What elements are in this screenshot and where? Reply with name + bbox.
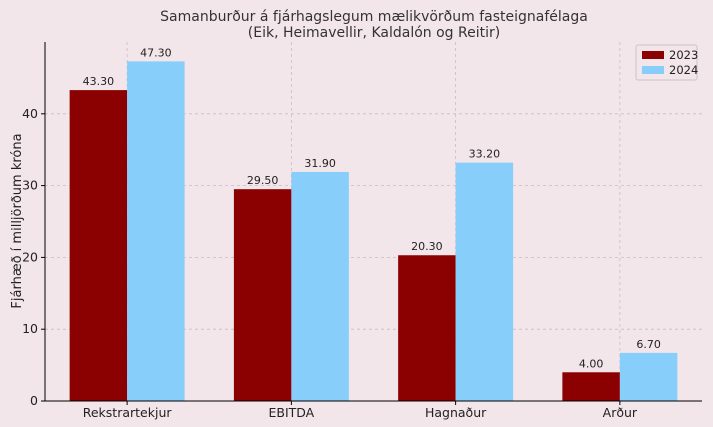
y-tick-label: 20 [22, 249, 38, 264]
bar-2023-Hagnaður [398, 255, 456, 401]
bar-value-label: 4.00 [579, 357, 604, 370]
x-tick-label: Hagnaður [425, 405, 487, 420]
y-tick-label: 10 [22, 321, 38, 336]
bar-2023-Rekstrartekjur [69, 90, 128, 401]
bar-2023-EBITDA [233, 189, 292, 401]
x-tick-label: Arður [603, 405, 638, 420]
bar-value-label: 47.30 [140, 46, 172, 59]
bar-value-label: 6.70 [636, 338, 661, 351]
bar-value-label: 20.30 [411, 240, 443, 253]
bars: 43.30 29.50 20.30 4.00 47.30 31.90 33.20 6.70 [69, 46, 678, 402]
legend-label-2024: 2024 [669, 63, 698, 77]
chart-title: Samanburður á fjárhagslegum mælikvörðum … [160, 9, 588, 25]
y-tick-label: 0 [30, 393, 38, 408]
bar-value-label: 33.20 [469, 148, 501, 161]
y-tick-label: 30 [22, 178, 38, 193]
legend-swatch-2023 [642, 51, 664, 59]
bar-2024-EBITDA [291, 171, 349, 401]
axes: 0 10 20 30 40 Rekstrartekjur EBITDA Hagnaður Arð… [22, 42, 702, 420]
bar-2024-Hagnaður [455, 162, 514, 401]
bar-value-label: 31.90 [304, 157, 336, 170]
y-tick-label: 40 [22, 106, 38, 121]
bar-value-label: 29.50 [247, 174, 279, 187]
bar-2024-Arður [619, 352, 678, 401]
x-tick-label: EBITDA [268, 405, 314, 420]
y-axis-label: Fjárhæð í milljörðum króna [10, 133, 25, 308]
chart-subtitle: (Eik, Heimavellir, Kaldalón og Reitir) [248, 25, 500, 41]
bar-value-label: 43.30 [83, 75, 115, 88]
bar-2023-Arður [562, 372, 620, 401]
legend-label-2023: 2023 [669, 48, 698, 62]
legend-swatch-2024 [642, 66, 664, 74]
x-tick-label: Rekstrartekjur [83, 405, 173, 420]
bar-2024-Rekstrartekjur [127, 61, 185, 402]
